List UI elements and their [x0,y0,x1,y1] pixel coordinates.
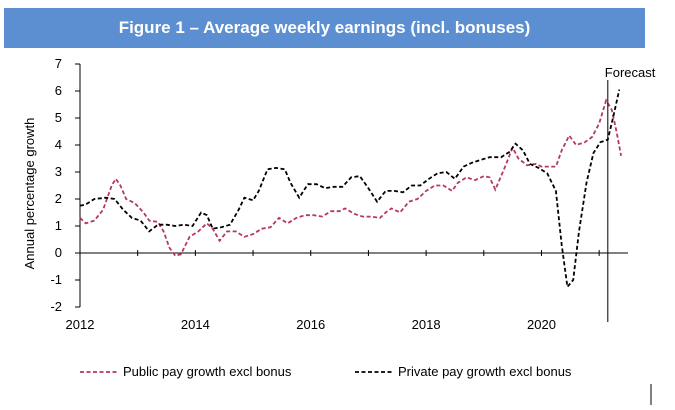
y-tick-label: 2 [55,191,62,206]
chart-title-bar: Figure 1 – Average weekly earnings (incl… [4,8,645,48]
y-tick-label: 6 [55,83,62,98]
y-tick-label: 5 [55,110,62,125]
chart-title: Figure 1 – Average weekly earnings (incl… [118,18,531,37]
y-tick-label: 0 [55,245,62,260]
x-tick-label: 2016 [296,317,325,332]
x-tick-label: 2020 [527,317,556,332]
x-tick-label: 2012 [66,317,95,332]
series-line-private [79,89,621,289]
y-axis-label: Annual percentage growth [22,118,37,270]
x-tick-label: 2018 [412,317,441,332]
x-tick-label: 2014 [181,317,210,332]
series-line-public [79,98,622,257]
y-tick-label: -2 [50,299,62,314]
forecast-label: Forecast [605,65,656,80]
legend-public-label: Public pay growth excl bonus [123,364,292,379]
y-tick-label: 4 [55,137,62,152]
y-tick-label: 1 [55,218,62,233]
y-tick-label: 7 [55,56,62,71]
legend-private-label: Private pay growth excl bonus [398,364,572,379]
y-tick-label: 3 [55,164,62,179]
y-tick-label: -1 [50,272,62,287]
